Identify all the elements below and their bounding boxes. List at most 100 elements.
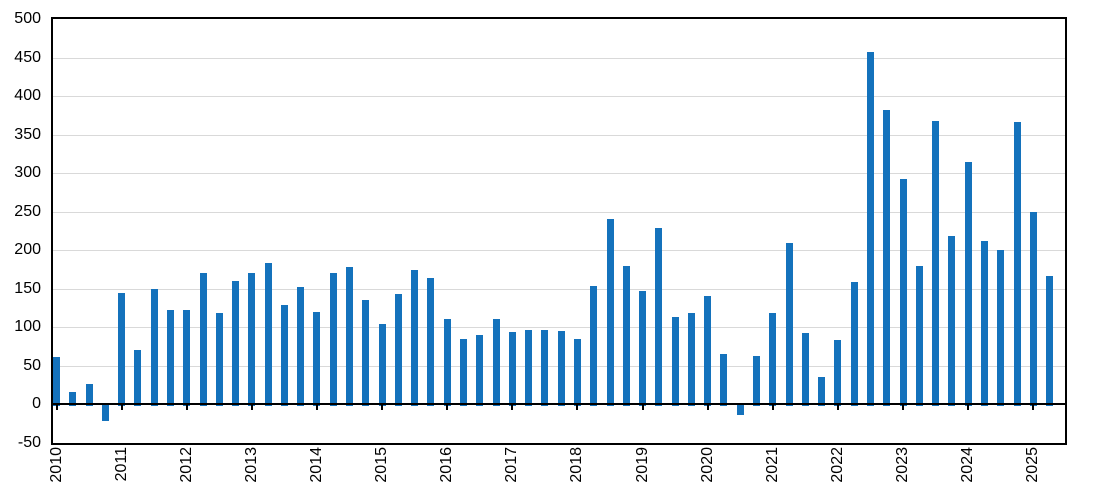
x-axis-label: 2016 <box>438 447 456 483</box>
x-axis-label: 2010 <box>47 447 65 483</box>
bar <box>753 355 761 407</box>
bar <box>492 318 500 407</box>
bar <box>997 249 1005 407</box>
y-axis-label: 300 <box>14 164 41 182</box>
y-axis-label: 500 <box>14 10 41 27</box>
x-axis-label: 2015 <box>373 447 391 483</box>
bar <box>85 384 93 407</box>
gridline <box>53 173 1065 175</box>
y-axis-label: 350 <box>14 125 41 143</box>
y-axis-label: 50 <box>23 356 41 374</box>
bar <box>1029 212 1037 407</box>
bar <box>199 272 207 407</box>
bar <box>639 291 647 407</box>
bar <box>671 316 679 407</box>
bar <box>346 267 354 407</box>
x-axis-tick <box>511 404 514 411</box>
x-axis-tick <box>836 404 839 411</box>
y-axis-label: 250 <box>14 202 41 220</box>
x-axis-tick <box>446 404 449 411</box>
x-axis-label: 2013 <box>242 447 260 483</box>
bar <box>362 299 370 407</box>
gridline <box>53 250 1065 252</box>
bar <box>118 292 126 407</box>
gridline <box>53 57 1065 59</box>
bar <box>411 270 419 407</box>
bar <box>850 281 858 407</box>
y-axis-label: 100 <box>14 318 41 336</box>
bar <box>183 309 191 407</box>
bar <box>867 52 874 407</box>
x-axis-tick <box>315 404 318 411</box>
x-axis-tick <box>771 404 774 411</box>
bar <box>215 312 223 407</box>
x-axis-tick <box>381 404 384 411</box>
gridline <box>53 327 1065 329</box>
bar <box>101 404 109 421</box>
bar <box>801 332 809 407</box>
y-axis-label: -50 <box>17 434 41 451</box>
bar <box>932 120 940 407</box>
bar <box>980 241 988 407</box>
bar <box>443 318 451 407</box>
bar <box>704 295 712 407</box>
x-axis-label: 2018 <box>568 447 586 483</box>
y-axis-label: 150 <box>14 279 41 297</box>
bar <box>460 338 467 407</box>
bar <box>264 263 272 407</box>
x-axis-label: 2011 <box>112 447 130 482</box>
bar <box>394 294 402 407</box>
bar <box>899 179 907 407</box>
gridline <box>53 211 1065 213</box>
bar <box>964 161 972 407</box>
x-axis-label: 2022 <box>828 447 846 483</box>
zero-axis-line <box>53 403 1065 406</box>
x-axis-tick <box>967 404 970 411</box>
bar <box>329 272 337 407</box>
x-axis-tick <box>706 404 709 411</box>
plot-area <box>51 17 1067 445</box>
bar <box>53 357 60 407</box>
bar <box>150 288 158 407</box>
bar <box>834 340 842 407</box>
bar <box>378 324 386 407</box>
bar <box>736 404 744 416</box>
bar <box>166 310 174 407</box>
bar <box>687 312 695 407</box>
bar <box>1046 275 1054 407</box>
x-axis-tick <box>576 404 579 411</box>
bar <box>232 281 240 407</box>
bar <box>915 266 923 407</box>
x-axis-label: 2020 <box>698 447 716 483</box>
bar <box>785 242 793 407</box>
bar <box>297 287 305 407</box>
x-axis-label: 2023 <box>894 447 912 483</box>
bar <box>1013 122 1021 407</box>
bar <box>476 335 484 407</box>
x-axis-tick <box>120 404 123 411</box>
bar <box>525 329 533 407</box>
y-axis-label: 450 <box>14 48 41 66</box>
y-axis-label: 400 <box>14 87 41 105</box>
x-axis-tick <box>55 404 58 411</box>
x-axis-tick <box>1032 404 1035 411</box>
gridline <box>53 288 1065 290</box>
bar <box>883 109 891 407</box>
bar <box>769 313 777 407</box>
y-axis-label: 0 <box>32 395 41 413</box>
x-axis-label: 2021 <box>763 447 781 483</box>
bar <box>134 349 142 407</box>
gridline <box>53 134 1065 136</box>
bar <box>720 354 728 407</box>
bar <box>622 266 630 407</box>
x-axis-label: 2019 <box>633 447 651 483</box>
bar <box>606 218 614 407</box>
x-axis-label: 2012 <box>177 447 195 483</box>
x-axis-tick <box>250 404 253 411</box>
bar <box>508 331 516 407</box>
bar <box>248 272 256 407</box>
bar <box>280 305 288 407</box>
y-axis-label: 200 <box>14 241 41 259</box>
bar <box>948 236 956 407</box>
